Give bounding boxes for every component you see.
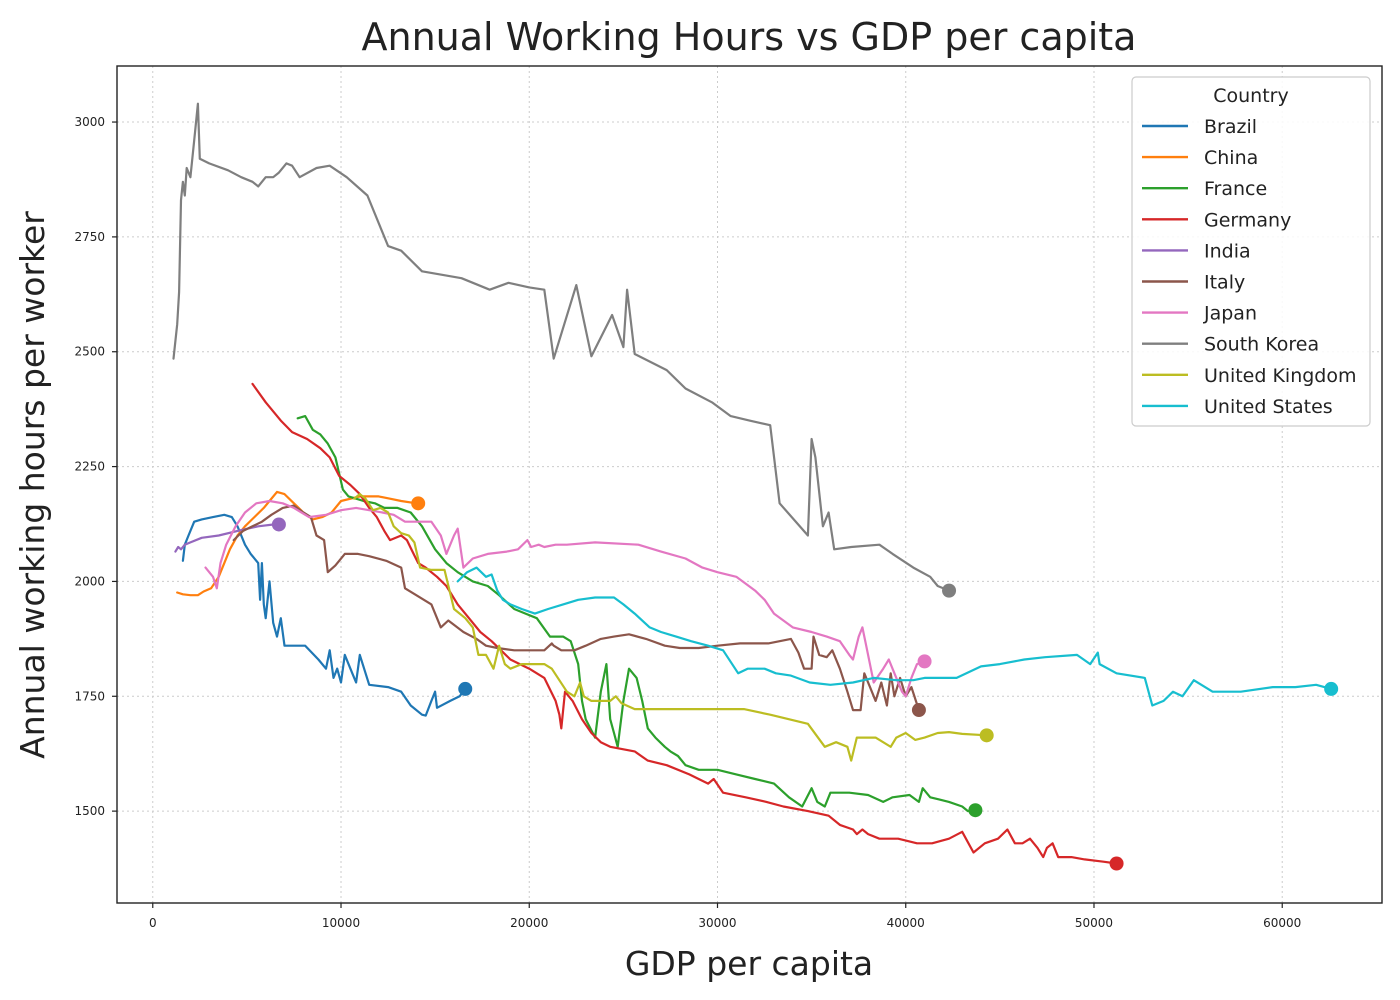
end-marker-france [968, 803, 983, 818]
x-tick-label: 40000 [887, 916, 925, 930]
legend-label-germany: Germany [1204, 209, 1291, 231]
end-marker-germany [1109, 856, 1124, 871]
y-tick-label: 3000 [74, 115, 105, 129]
series-line-united-kingdom [353, 493, 988, 762]
series-line-italy [232, 504, 920, 712]
x-tick-label: 30000 [698, 916, 736, 930]
x-tick-label: 10000 [322, 916, 360, 930]
y-tick-label: 2500 [74, 345, 105, 359]
series-line-india [174, 523, 280, 553]
plot-frame [116, 65, 1383, 904]
y-tick-label: 1750 [74, 689, 105, 703]
legend-label-italy: Italy [1204, 272, 1245, 294]
series-line-china [176, 490, 420, 597]
end-marker-united-kingdom [979, 728, 994, 743]
legend-label-south-korea: South Korea [1204, 334, 1319, 356]
y-axis-label: Annual working hours per worker [13, 211, 52, 759]
legend-box [1131, 76, 1371, 427]
series-layer [172, 102, 1339, 871]
x-tick-label: 0 [149, 916, 157, 930]
end-marker-india [271, 517, 286, 532]
series-line-germany [251, 382, 1118, 865]
end-marker-japan [917, 654, 932, 669]
end-marker-china [411, 496, 426, 511]
series-line-brazil [181, 513, 467, 717]
series-line-france [296, 415, 977, 813]
series-line-south-korea [172, 102, 951, 592]
legend-items: Brazil China France Germany India Italy Japan S… [1142, 116, 1357, 418]
y-tick-label: 1500 [74, 804, 105, 818]
legend-label-united-kingdom: United Kingdom [1204, 365, 1357, 387]
x-tick-label: 60000 [1263, 916, 1301, 930]
legend-title: Country [1213, 85, 1288, 107]
end-marker-united-states [1324, 681, 1339, 696]
y-tick-label: 2250 [74, 460, 105, 474]
y-tick-label: 2000 [74, 574, 105, 588]
x-tick-label: 50000 [1075, 916, 1113, 930]
series-line-japan [204, 499, 926, 698]
legend-label-china: China [1204, 147, 1258, 169]
legend-label-france: France [1204, 178, 1267, 200]
y-tick-label: 2750 [74, 230, 105, 244]
end-marker-italy [911, 703, 926, 718]
x-tick-label: 20000 [510, 916, 548, 930]
grid [117, 66, 1382, 903]
legend-label-united-states: United States [1204, 396, 1333, 418]
legend: Country Brazil China France Germany India Ita… [1131, 76, 1371, 427]
legend-label-japan: Japan [1203, 303, 1257, 325]
legend-label-india: India [1204, 240, 1251, 262]
end-marker-brazil [458, 681, 473, 696]
chart-title: Annual Working Hours vs GDP per capita [362, 15, 1137, 59]
axis-ticks: 0 10000 20000 30000 40000 50000 60000 1500 1750 2… [74, 115, 1301, 930]
legend-label-brazil: Brazil [1204, 116, 1257, 138]
series-line-united-states [456, 566, 1333, 707]
x-axis-label: GDP per capita [625, 944, 873, 983]
end-marker-south-korea [942, 583, 957, 598]
